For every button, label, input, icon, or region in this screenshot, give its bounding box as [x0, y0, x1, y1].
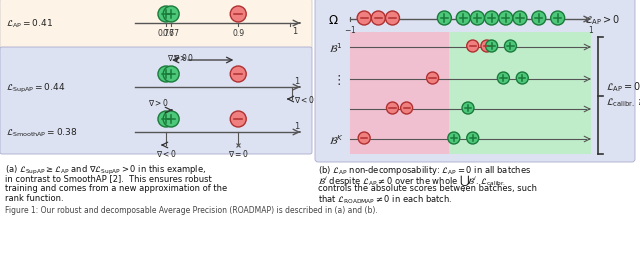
Circle shape	[230, 112, 246, 128]
Circle shape	[467, 41, 479, 53]
Circle shape	[484, 12, 499, 26]
Text: in contrast to SmoothAP [2].  This ensures robust: in contrast to SmoothAP [2]. This ensure…	[5, 173, 212, 182]
Text: $\mathcal{B}^K$: $\mathcal{B}^K$	[328, 133, 344, 146]
Circle shape	[401, 103, 413, 115]
Text: $\nabla<0$: $\nabla<0$	[156, 148, 177, 158]
Circle shape	[158, 67, 174, 83]
Text: $\nabla>0$: $\nabla>0$	[167, 53, 188, 63]
Circle shape	[357, 12, 371, 26]
Text: $\mathcal{L}_{\mathrm{calibr.}}\geq 0$: $\mathcal{L}_{\mathrm{calibr.}}\geq 0$	[606, 95, 640, 109]
Circle shape	[163, 112, 179, 128]
Circle shape	[358, 133, 370, 145]
Text: (a) $\mathcal{L}_{\mathrm{SupAP}}\geq\mathcal{L}_{\mathrm{AP}}$ and $\nabla\math: (a) $\mathcal{L}_{\mathrm{SupAP}}\geq\ma…	[5, 163, 206, 177]
Text: $\Omega$: $\Omega$	[328, 13, 339, 26]
Text: $\mathcal{B}^i$ despite $\mathcal{L}_{\mathrm{AP}}\neq 0$ over the whole $\bigcu: $\mathcal{B}^i$ despite $\mathcal{L}_{\m…	[318, 173, 506, 195]
Circle shape	[516, 73, 528, 85]
Text: 1: 1	[294, 121, 299, 131]
Text: $\mathcal{L}_{\mathrm{AP}}>0$: $\mathcal{L}_{\mathrm{AP}}>0$	[584, 13, 620, 27]
Circle shape	[371, 12, 385, 26]
Circle shape	[532, 12, 546, 26]
FancyBboxPatch shape	[0, 0, 312, 50]
Bar	[350, 33, 449, 154]
Circle shape	[456, 12, 470, 26]
Circle shape	[230, 67, 246, 83]
Circle shape	[486, 41, 498, 53]
Circle shape	[550, 12, 564, 26]
Circle shape	[504, 41, 516, 53]
Text: 0.77: 0.77	[163, 29, 180, 38]
Circle shape	[163, 67, 179, 83]
Circle shape	[230, 7, 246, 23]
Circle shape	[158, 112, 174, 128]
Text: $\mathcal{L}_{\mathrm{AP}}=0.41$: $\mathcal{L}_{\mathrm{AP}}=0.41$	[6, 18, 53, 30]
Text: 1: 1	[294, 77, 299, 86]
Text: rank function.: rank function.	[5, 193, 63, 202]
Text: $\nabla=0$: $\nabla=0$	[228, 148, 248, 158]
Text: $-1$: $-1$	[344, 24, 356, 35]
Circle shape	[387, 103, 399, 115]
Circle shape	[462, 103, 474, 115]
Text: $\vdots$: $\vdots$	[332, 73, 340, 87]
Circle shape	[163, 7, 179, 23]
Text: 0.9: 0.9	[232, 29, 244, 38]
Circle shape	[467, 133, 479, 145]
Text: $\mathcal{L}_{\mathrm{SmoothAP}}=0.38$: $\mathcal{L}_{\mathrm{SmoothAP}}=0.38$	[6, 126, 77, 139]
Text: $\nabla>0$: $\nabla>0$	[173, 53, 194, 63]
Text: $\mathcal{B}^1$: $\mathcal{B}^1$	[329, 41, 343, 55]
Circle shape	[481, 41, 493, 53]
Circle shape	[497, 73, 509, 85]
Text: $1$: $1$	[588, 24, 594, 35]
Text: Figure 1: Our robust and decomposable Average Precision (ROADMAP) is described i: Figure 1: Our robust and decomposable Av…	[5, 205, 378, 214]
Circle shape	[448, 133, 460, 145]
Circle shape	[513, 12, 527, 26]
Text: (b) $\mathcal{L}_{\mathrm{AP}}$ non-decomposability: $\mathcal{L}_{\mathrm{AP}}=: (b) $\mathcal{L}_{\mathrm{AP}}$ non-deco…	[318, 163, 531, 176]
Text: $\mathcal{L}_{\mathrm{SupAP}}=0.44$: $\mathcal{L}_{\mathrm{SupAP}}=0.44$	[6, 81, 65, 94]
Text: 1: 1	[292, 27, 297, 36]
Circle shape	[470, 12, 484, 26]
Circle shape	[385, 12, 399, 26]
Circle shape	[158, 7, 174, 23]
Circle shape	[499, 12, 513, 26]
Text: $\mathcal{L}_{\mathrm{AP}}=0$: $\mathcal{L}_{\mathrm{AP}}=0$	[606, 80, 640, 94]
Text: controls the absolute scores between batches, such: controls the absolute scores between bat…	[318, 183, 537, 192]
Circle shape	[427, 73, 438, 85]
Text: training and comes from a new approximation of the: training and comes from a new approximat…	[5, 183, 227, 192]
Circle shape	[437, 12, 451, 26]
Bar	[449, 33, 591, 154]
Text: 0.76: 0.76	[157, 29, 175, 38]
FancyBboxPatch shape	[315, 0, 635, 162]
Text: that $\mathcal{L}_{\mathrm{ROADMAP}}\neq 0$ in each batch.: that $\mathcal{L}_{\mathrm{ROADMAP}}\neq…	[318, 193, 452, 206]
FancyBboxPatch shape	[0, 48, 312, 154]
Text: $\nabla<0$: $\nabla<0$	[294, 94, 315, 105]
Text: $\nabla>0$: $\nabla>0$	[148, 98, 169, 108]
